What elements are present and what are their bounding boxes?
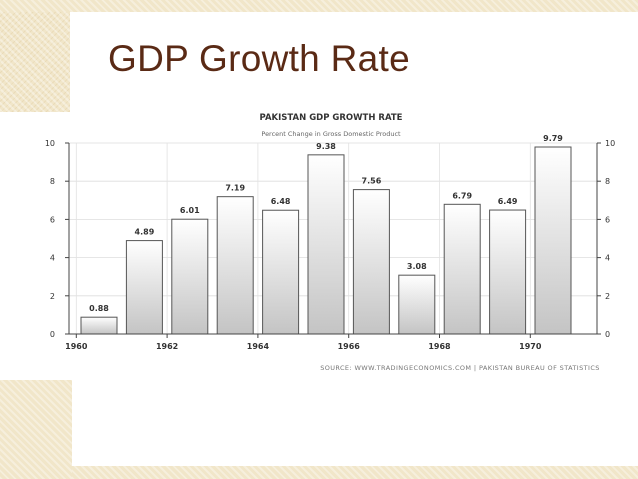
bar-value-label: 0.88 bbox=[89, 304, 109, 313]
y-tick-label-right: 2 bbox=[605, 292, 610, 301]
bar-1969 bbox=[489, 209, 527, 335]
y-tick-label-left: 6 bbox=[50, 215, 55, 224]
bar-value-label: 6.01 bbox=[180, 206, 200, 215]
bar-1963 bbox=[216, 196, 254, 335]
y-tick-label-right: 10 bbox=[605, 139, 615, 148]
x-tick-label: 1968 bbox=[428, 342, 451, 351]
y-tick-label-right: 8 bbox=[605, 177, 610, 186]
bar-value-label: 9.38 bbox=[316, 142, 336, 151]
bar-1964 bbox=[262, 209, 300, 335]
decorative-bottom-strip bbox=[72, 466, 638, 479]
y-tick-label-right: 0 bbox=[605, 330, 610, 339]
y-tick-label-left: 8 bbox=[50, 177, 55, 186]
bar-1970 bbox=[534, 146, 572, 335]
bar-1965 bbox=[307, 154, 345, 335]
x-tick-label: 1966 bbox=[338, 342, 361, 351]
bar-1960 bbox=[80, 316, 118, 335]
title-card bbox=[70, 12, 638, 112]
bar-1966 bbox=[352, 189, 390, 335]
y-tick-label-left: 2 bbox=[50, 292, 55, 301]
slide-title: GDP Growth Rate bbox=[108, 38, 410, 79]
bar-value-label: 6.48 bbox=[271, 197, 291, 206]
x-tick-label: 1960 bbox=[65, 342, 88, 351]
bar-1961 bbox=[125, 240, 163, 335]
bar-1962 bbox=[171, 218, 209, 335]
decorative-corner-tab bbox=[0, 380, 72, 479]
bar-1967 bbox=[398, 274, 436, 335]
y-tick-label-left: 0 bbox=[50, 330, 55, 339]
x-tick-label: 1970 bbox=[519, 342, 542, 351]
chart-source: SOURCE: WWW.TRADINGECONOMICS.COM | PAKIS… bbox=[320, 364, 600, 372]
chart-title: PAKISTAN GDP GROWTH RATE bbox=[260, 113, 403, 123]
bar-value-label: 6.49 bbox=[498, 197, 518, 206]
bar-value-label: 9.79 bbox=[543, 134, 563, 143]
bar-value-label: 7.56 bbox=[362, 177, 382, 186]
bar-value-label: 4.89 bbox=[135, 228, 155, 237]
y-tick-label-right: 4 bbox=[605, 254, 610, 263]
y-tick-label-left: 10 bbox=[45, 139, 55, 148]
chart-subtitle: Percent Change in Gross Domestic Product bbox=[261, 130, 401, 138]
x-tick-label: 1964 bbox=[247, 342, 270, 351]
bar-value-label: 6.79 bbox=[452, 191, 472, 200]
y-tick-label-left: 4 bbox=[50, 254, 55, 263]
bar-1968 bbox=[443, 203, 481, 335]
x-tick-label: 1962 bbox=[156, 342, 178, 351]
bar-value-label: 7.19 bbox=[225, 184, 245, 193]
decorative-top-strip bbox=[0, 0, 638, 12]
bar-value-label: 3.08 bbox=[407, 262, 427, 271]
y-tick-label-right: 6 bbox=[605, 215, 610, 224]
